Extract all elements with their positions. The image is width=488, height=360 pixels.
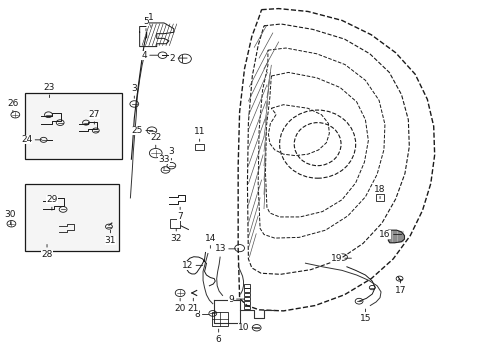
Polygon shape xyxy=(387,230,404,243)
Text: 13: 13 xyxy=(214,244,225,253)
Text: 1: 1 xyxy=(148,13,153,22)
Text: 3: 3 xyxy=(168,147,174,156)
Bar xyxy=(170,219,180,228)
Text: 22: 22 xyxy=(150,133,161,142)
Bar xyxy=(212,312,227,326)
Text: 26: 26 xyxy=(7,99,19,108)
Text: 16: 16 xyxy=(379,230,390,239)
Text: 28: 28 xyxy=(41,250,53,259)
Text: 5: 5 xyxy=(143,17,148,26)
Text: 31: 31 xyxy=(104,235,116,244)
Text: 32: 32 xyxy=(170,234,182,243)
Text: 3: 3 xyxy=(131,84,137,93)
Text: 6: 6 xyxy=(215,335,221,344)
Bar xyxy=(25,184,119,251)
Bar xyxy=(244,293,250,296)
Text: 33: 33 xyxy=(158,155,169,164)
Text: 29: 29 xyxy=(46,195,58,204)
Text: 10: 10 xyxy=(237,323,249,332)
Text: 14: 14 xyxy=(204,234,216,243)
Text: 9: 9 xyxy=(227,294,233,303)
Text: 12: 12 xyxy=(182,261,193,270)
Bar xyxy=(244,306,250,309)
Text: 24: 24 xyxy=(21,135,32,144)
Text: 7: 7 xyxy=(177,212,183,221)
Bar xyxy=(375,194,384,201)
Bar xyxy=(244,288,250,292)
Text: 15: 15 xyxy=(359,315,370,324)
Text: 27: 27 xyxy=(88,110,100,119)
Text: 8: 8 xyxy=(194,310,199,319)
Bar xyxy=(244,297,250,301)
Text: 4: 4 xyxy=(141,51,147,60)
Bar xyxy=(195,144,203,150)
Text: 17: 17 xyxy=(394,286,406,295)
Bar xyxy=(25,93,122,159)
Text: 11: 11 xyxy=(194,127,205,136)
Text: 23: 23 xyxy=(44,83,55,92)
Text: 21: 21 xyxy=(187,304,199,313)
Text: 20: 20 xyxy=(174,304,185,313)
Text: 18: 18 xyxy=(373,185,385,194)
Text: 19: 19 xyxy=(330,254,341,263)
Text: 30: 30 xyxy=(5,210,16,219)
Bar xyxy=(244,284,250,288)
Text: 25: 25 xyxy=(131,126,143,135)
Text: 2: 2 xyxy=(169,54,175,63)
Bar xyxy=(244,301,250,305)
